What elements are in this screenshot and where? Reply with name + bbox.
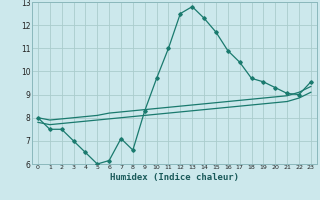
X-axis label: Humidex (Indice chaleur): Humidex (Indice chaleur) [110, 173, 239, 182]
